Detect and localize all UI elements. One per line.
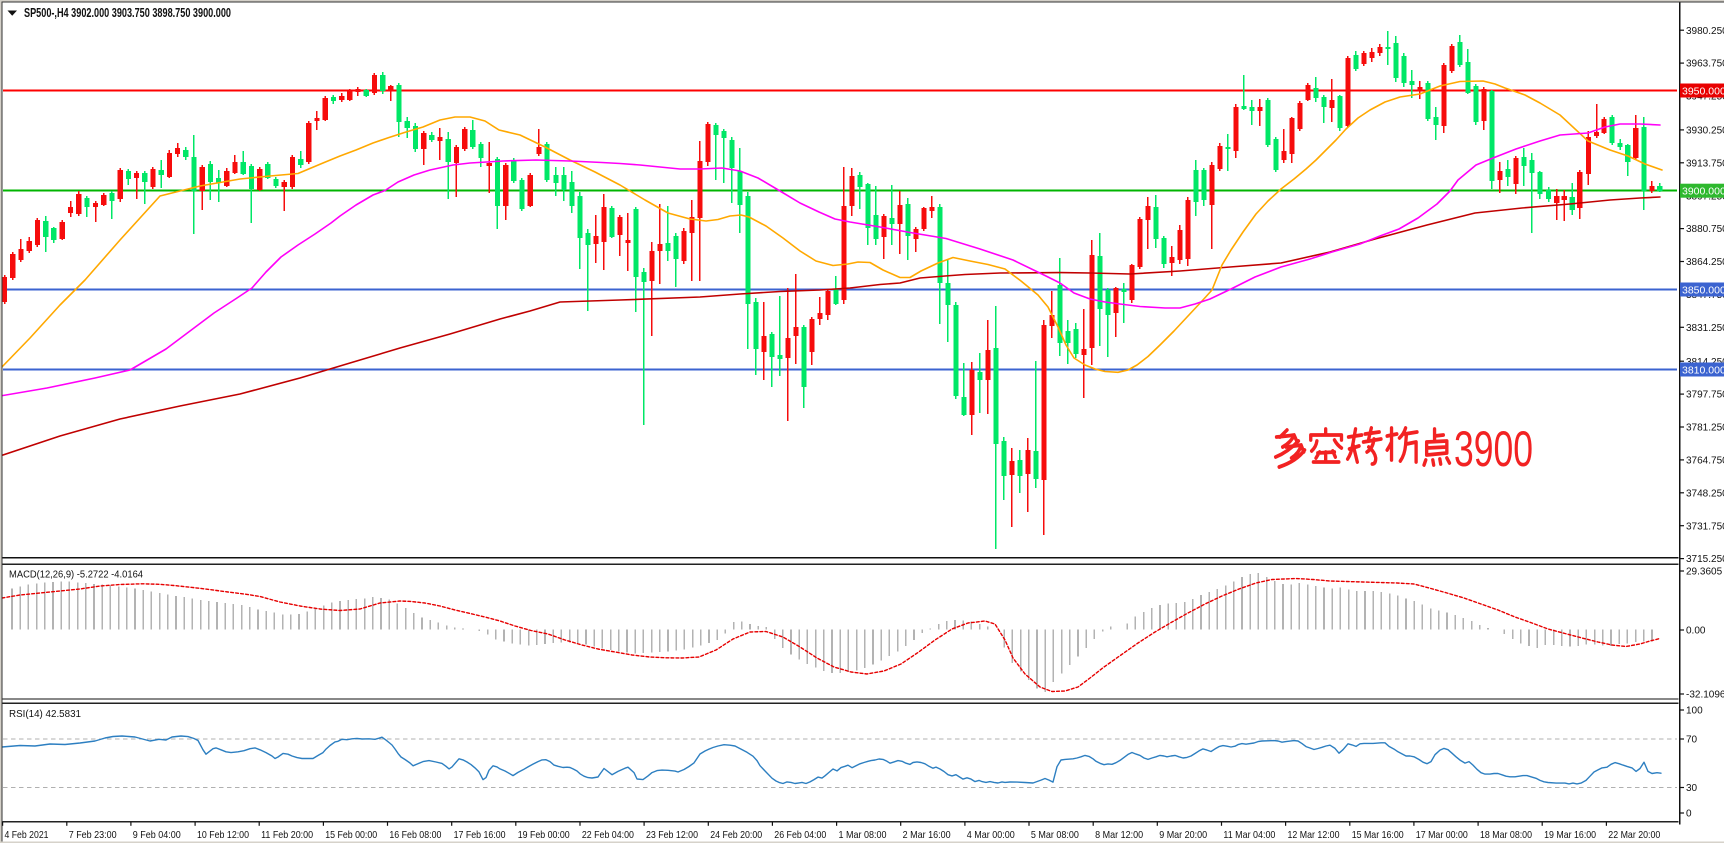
- svg-text:19 Feb 00:00: 19 Feb 00:00: [518, 829, 570, 841]
- svg-text:-32.1096: -32.1096: [1686, 690, 1724, 701]
- svg-text:9 Feb 04:00: 9 Feb 04:00: [133, 829, 181, 841]
- svg-text:30: 30: [1686, 783, 1698, 794]
- svg-text:0: 0: [1686, 809, 1692, 820]
- svg-text:1 Mar 08:00: 1 Mar 08:00: [839, 829, 887, 841]
- svg-text:4 Mar 00:00: 4 Mar 00:00: [967, 829, 1015, 841]
- svg-text:3930.250: 3930.250: [1686, 126, 1724, 137]
- svg-text:3797.750: 3797.750: [1686, 390, 1724, 401]
- svg-text:7 Feb 23:00: 7 Feb 23:00: [69, 829, 117, 841]
- svg-text:17 Feb 16:00: 17 Feb 16:00: [454, 829, 506, 841]
- svg-text:100: 100: [1686, 706, 1703, 717]
- svg-text:3950.000: 3950.000: [1682, 86, 1724, 98]
- svg-text:16 Feb 08:00: 16 Feb 08:00: [389, 829, 441, 841]
- svg-text:MACD(12,26,9) -5.2722 -4.0164: MACD(12,26,9) -5.2722 -4.0164: [9, 570, 143, 581]
- svg-text:8 Mar 12:00: 8 Mar 12:00: [1095, 829, 1143, 841]
- svg-text:3963.750: 3963.750: [1686, 59, 1724, 70]
- svg-text:10 Feb 12:00: 10 Feb 12:00: [197, 829, 249, 841]
- svg-text:3715.250: 3715.250: [1686, 554, 1724, 565]
- svg-text:3900: 3900: [1454, 421, 1533, 477]
- svg-text:22 Mar 20:00: 22 Mar 20:00: [1608, 829, 1660, 841]
- svg-text:11 Feb 20:00: 11 Feb 20:00: [261, 829, 313, 841]
- svg-text:70: 70: [1686, 735, 1698, 746]
- svg-text:17 Mar 00:00: 17 Mar 00:00: [1416, 829, 1468, 841]
- svg-text:26 Feb 04:00: 26 Feb 04:00: [774, 829, 826, 841]
- svg-text:4 Feb 2021: 4 Feb 2021: [5, 829, 49, 841]
- svg-text:RSI(14) 42.5831: RSI(14) 42.5831: [9, 709, 81, 720]
- svg-text:3810.000: 3810.000: [1682, 365, 1724, 377]
- svg-text:9 Mar 20:00: 9 Mar 20:00: [1159, 829, 1207, 841]
- svg-text:3781.250: 3781.250: [1686, 423, 1724, 434]
- svg-text:3900.000: 3900.000: [1682, 186, 1724, 198]
- svg-text:23 Feb 12:00: 23 Feb 12:00: [646, 829, 698, 841]
- svg-text:22 Feb 04:00: 22 Feb 04:00: [582, 829, 634, 841]
- svg-text:3980.250: 3980.250: [1686, 26, 1724, 37]
- svg-text:3880.750: 3880.750: [1686, 224, 1724, 235]
- svg-text:11 Mar 04:00: 11 Mar 04:00: [1223, 829, 1275, 841]
- svg-text:0.00: 0.00: [1686, 626, 1706, 637]
- svg-text:29.3605: 29.3605: [1686, 567, 1723, 578]
- svg-text:3850.000: 3850.000: [1682, 285, 1724, 297]
- svg-text:3831.250: 3831.250: [1686, 323, 1724, 334]
- svg-text:3731.750: 3731.750: [1686, 521, 1724, 532]
- svg-text:24 Feb 20:00: 24 Feb 20:00: [710, 829, 762, 841]
- svg-text:18 Mar 08:00: 18 Mar 08:00: [1480, 829, 1532, 841]
- svg-text:3748.250: 3748.250: [1686, 488, 1724, 499]
- svg-text:5 Mar 08:00: 5 Mar 08:00: [1031, 829, 1079, 841]
- svg-text:3864.250: 3864.250: [1686, 257, 1724, 268]
- svg-text:12 Mar 12:00: 12 Mar 12:00: [1288, 829, 1340, 841]
- svg-text:3764.750: 3764.750: [1686, 456, 1724, 467]
- svg-text:3814.250: 3814.250: [1686, 357, 1724, 368]
- svg-text:2 Mar 16:00: 2 Mar 16:00: [903, 829, 951, 841]
- svg-text:3913.750: 3913.750: [1686, 158, 1724, 169]
- svg-text:15 Mar 16:00: 15 Mar 16:00: [1352, 829, 1404, 841]
- svg-text:19 Mar 16:00: 19 Mar 16:00: [1544, 829, 1596, 841]
- svg-text:15 Feb 00:00: 15 Feb 00:00: [325, 829, 377, 841]
- svg-text:SP500-,H4 3902.000 3903.750 3: SP500-,H4 3902.000 3903.750 3898.750 390…: [24, 6, 231, 20]
